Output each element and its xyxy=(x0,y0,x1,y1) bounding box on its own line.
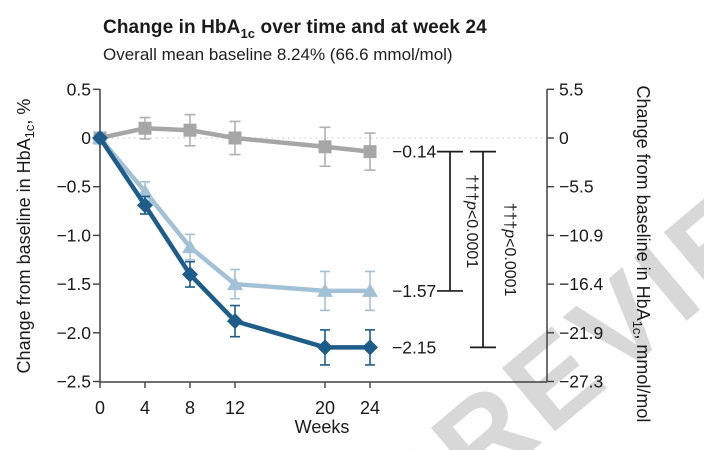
right-tick-label: −10.9 xyxy=(559,225,603,245)
series-end-value-label: −1.57 xyxy=(392,281,436,301)
significance-bracket-1: †††p<0.0001 xyxy=(437,150,480,292)
left-tick-label: −1.5 xyxy=(56,274,91,294)
x-tick-label: 20 xyxy=(315,398,335,418)
left-tick-label: 0 xyxy=(81,128,91,148)
diamond-marker xyxy=(317,339,333,356)
left-tick-label: −0.5 xyxy=(56,177,91,197)
diamond-marker xyxy=(182,266,198,283)
right-tick-label: −27.3 xyxy=(559,372,603,392)
left-axis-ticks: 0.5 0 −0.5 −1.0 −1.5 −2.0 −2.5 xyxy=(56,79,100,392)
diamond-marker xyxy=(137,197,153,214)
triangle-marker xyxy=(227,276,243,291)
error-bars xyxy=(140,195,375,366)
right-axis-title: Change from baseline in HbA1c, mmol/mol xyxy=(630,86,653,423)
square-marker xyxy=(138,121,152,135)
p-value-label: †††p<0.0001 xyxy=(463,174,480,268)
chart-title: Change in HbA1c over time and at week 24 xyxy=(103,17,487,41)
triangle-marker xyxy=(362,283,378,297)
triangle-marker xyxy=(137,184,153,198)
series-treatment-dark-blue-diamonds: −2.15 xyxy=(92,130,436,366)
series-line xyxy=(97,126,373,154)
right-tick-label: 5.5 xyxy=(559,79,583,99)
diamond-marker xyxy=(362,339,378,356)
series-treatment-light-blue-triangles: −1.57 xyxy=(92,130,436,312)
right-tick-label: −21.9 xyxy=(559,323,603,343)
left-tick-label: 0.5 xyxy=(67,79,91,99)
x-tick-label: 12 xyxy=(225,398,245,418)
diamond-marker xyxy=(227,313,243,330)
square-marker xyxy=(318,140,332,154)
triangle-marker xyxy=(182,239,198,254)
series-end-value-label: −2.15 xyxy=(392,337,436,357)
x-tick-label: 4 xyxy=(140,398,150,418)
right-tick-label: −5.5 xyxy=(559,177,594,197)
series-line xyxy=(97,135,373,294)
right-axis-ticks: 5.5 0 −5.5 −10.9 −16.4 −21.9 −27.3 xyxy=(547,79,604,392)
left-tick-label: −1.0 xyxy=(56,225,91,245)
x-tick-label: 0 xyxy=(95,398,105,418)
x-tick-label: 24 xyxy=(360,398,380,418)
left-tick-label: −2.5 xyxy=(56,372,91,392)
chart-subtitle: Overall mean baseline 8.24% (66.6 mmol/m… xyxy=(103,44,453,64)
square-marker xyxy=(363,145,377,159)
left-axis-title: Change from baseline in HbA1c, % xyxy=(14,99,37,374)
error-bars xyxy=(139,113,376,171)
square-marker xyxy=(183,123,197,137)
series-comparator-gray-squares: −0.14 xyxy=(93,113,437,171)
triangle-marker xyxy=(317,283,333,297)
x-axis-label: Weeks xyxy=(295,417,350,437)
right-tick-label: 0 xyxy=(559,128,569,148)
x-tick-label: 8 xyxy=(185,398,195,418)
significance-bracket-2: †††p<0.0001 xyxy=(470,150,518,349)
chart-header: Change in HbA1c over time and at week 24… xyxy=(103,16,487,65)
p-value-label: †††p<0.0001 xyxy=(501,203,518,297)
right-tick-label: −16.4 xyxy=(559,274,604,294)
diamond-marker xyxy=(92,130,108,146)
series-end-value-label: −0.14 xyxy=(392,142,437,162)
square-marker xyxy=(228,131,242,145)
x-axis-ticks: 0 4 8 12 20 24 Weeks xyxy=(95,382,380,437)
left-tick-label: −2.0 xyxy=(56,323,91,343)
